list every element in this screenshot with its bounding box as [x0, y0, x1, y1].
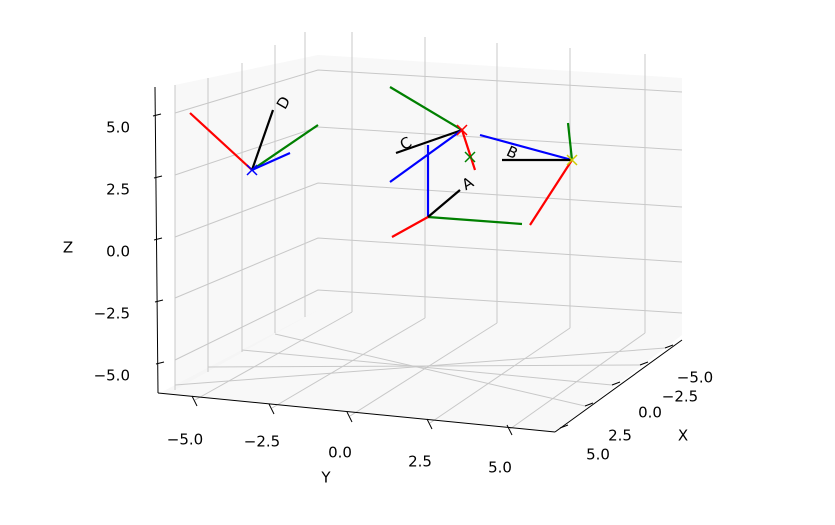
grid-line	[207, 364, 641, 368]
frame-axis	[460, 129, 477, 171]
frame-origin	[566, 154, 578, 166]
frame-axis	[251, 124, 319, 171]
y-tick	[191, 395, 198, 407]
z-tick-label: −5.0	[94, 367, 130, 385]
grid-line	[194, 311, 353, 401]
x-tick	[639, 361, 649, 366]
x-tick-label: −2.5	[662, 388, 698, 406]
grid-line	[271, 317, 426, 409]
axes-panes	[160, 32, 683, 432]
y-tick-label: 2.5	[408, 453, 432, 471]
z-tick	[152, 113, 162, 117]
grid-line	[174, 289, 683, 361]
grid-line	[241, 349, 613, 386]
frame-origin	[246, 164, 258, 176]
frame-axis	[529, 159, 573, 226]
point-marker	[464, 151, 476, 163]
x-tick	[559, 424, 569, 429]
z-tick-label: −2.5	[94, 305, 130, 323]
frame-axis	[427, 215, 523, 226]
z-tick-label: 0.0	[106, 243, 130, 261]
z-tick	[154, 299, 164, 303]
y-tick-label: 0.0	[328, 444, 352, 462]
y-tick-label: −5.0	[167, 431, 203, 449]
z-axis	[154, 86, 159, 394]
z-tick	[153, 175, 163, 179]
grid-line	[349, 322, 498, 417]
y-tick-label: 5.0	[488, 459, 512, 477]
z-tick-label: 5.0	[106, 119, 130, 137]
grid-line	[429, 327, 571, 424]
z-tick	[153, 237, 163, 241]
x-tick-label: 2.5	[608, 427, 632, 445]
grid-line	[174, 182, 683, 238]
frame-axis	[389, 86, 463, 131]
grid-line	[274, 333, 586, 407]
frame-axis	[566, 122, 574, 161]
x-tick	[664, 344, 674, 349]
z-tick-label: 2.5	[106, 181, 130, 199]
frame-axis	[479, 133, 573, 162]
frame-axis	[250, 109, 275, 171]
x-tick-label: 0.0	[638, 404, 662, 422]
y-tick	[268, 403, 275, 415]
frame-axis	[251, 151, 291, 172]
grid-line	[174, 69, 683, 114]
x-tick	[584, 402, 594, 407]
grid-line	[174, 237, 683, 299]
x-axis-label: X	[678, 427, 688, 445]
grid-line	[509, 332, 646, 430]
x-tick-label: −5.0	[677, 369, 713, 387]
frame-axis	[395, 128, 463, 155]
x-tick-label: 5.0	[586, 446, 610, 464]
y-axis-label: Y	[320, 469, 331, 487]
y-tick	[426, 418, 433, 430]
x-tick	[611, 381, 621, 386]
frame-origin	[456, 124, 468, 136]
y-tick	[506, 424, 513, 436]
z-tick	[155, 361, 165, 365]
x-axis	[554, 339, 683, 433]
frame-axis	[427, 189, 461, 218]
frame-axis	[391, 216, 429, 238]
frame-axis	[189, 112, 253, 171]
y-tick-label: −2.5	[244, 433, 280, 451]
grid-line	[174, 126, 683, 176]
frames	[189, 86, 578, 238]
z-axis-label: Z	[63, 239, 73, 257]
y-tick	[346, 411, 353, 423]
axes	[154, 86, 683, 433]
frame-axis	[389, 129, 463, 183]
y-axis	[157, 392, 556, 433]
